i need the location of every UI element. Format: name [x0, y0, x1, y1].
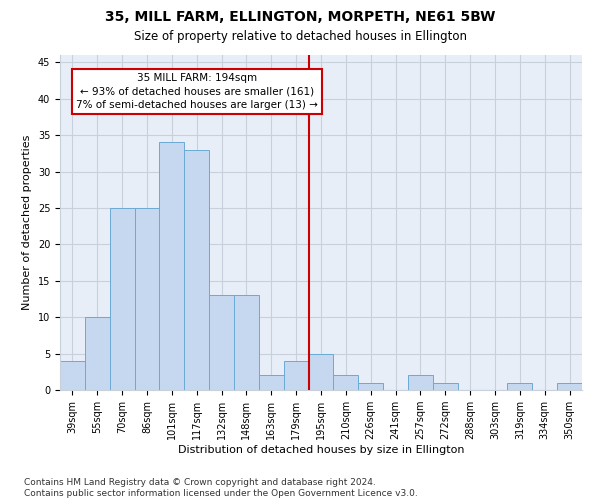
Bar [209, 296, 234, 390]
Bar [60, 361, 85, 390]
Text: 35 MILL FARM: 194sqm
← 93% of detached houses are smaller (161)
7% of semi-detac: 35 MILL FARM: 194sqm ← 93% of detached h… [76, 73, 317, 110]
Bar [557, 382, 582, 390]
Bar [308, 354, 334, 390]
Bar [334, 376, 358, 390]
Bar [234, 296, 259, 390]
Text: Size of property relative to detached houses in Ellington: Size of property relative to detached ho… [133, 30, 467, 43]
Text: Contains HM Land Registry data © Crown copyright and database right 2024.
Contai: Contains HM Land Registry data © Crown c… [24, 478, 418, 498]
Bar [284, 361, 308, 390]
Bar [358, 382, 383, 390]
Bar [508, 382, 532, 390]
Bar [184, 150, 209, 390]
Bar [160, 142, 184, 390]
Bar [408, 376, 433, 390]
Bar [85, 317, 110, 390]
Text: 35, MILL FARM, ELLINGTON, MORPETH, NE61 5BW: 35, MILL FARM, ELLINGTON, MORPETH, NE61 … [105, 10, 495, 24]
Bar [110, 208, 134, 390]
X-axis label: Distribution of detached houses by size in Ellington: Distribution of detached houses by size … [178, 445, 464, 455]
Bar [259, 376, 284, 390]
Y-axis label: Number of detached properties: Number of detached properties [22, 135, 32, 310]
Bar [433, 382, 458, 390]
Bar [134, 208, 160, 390]
